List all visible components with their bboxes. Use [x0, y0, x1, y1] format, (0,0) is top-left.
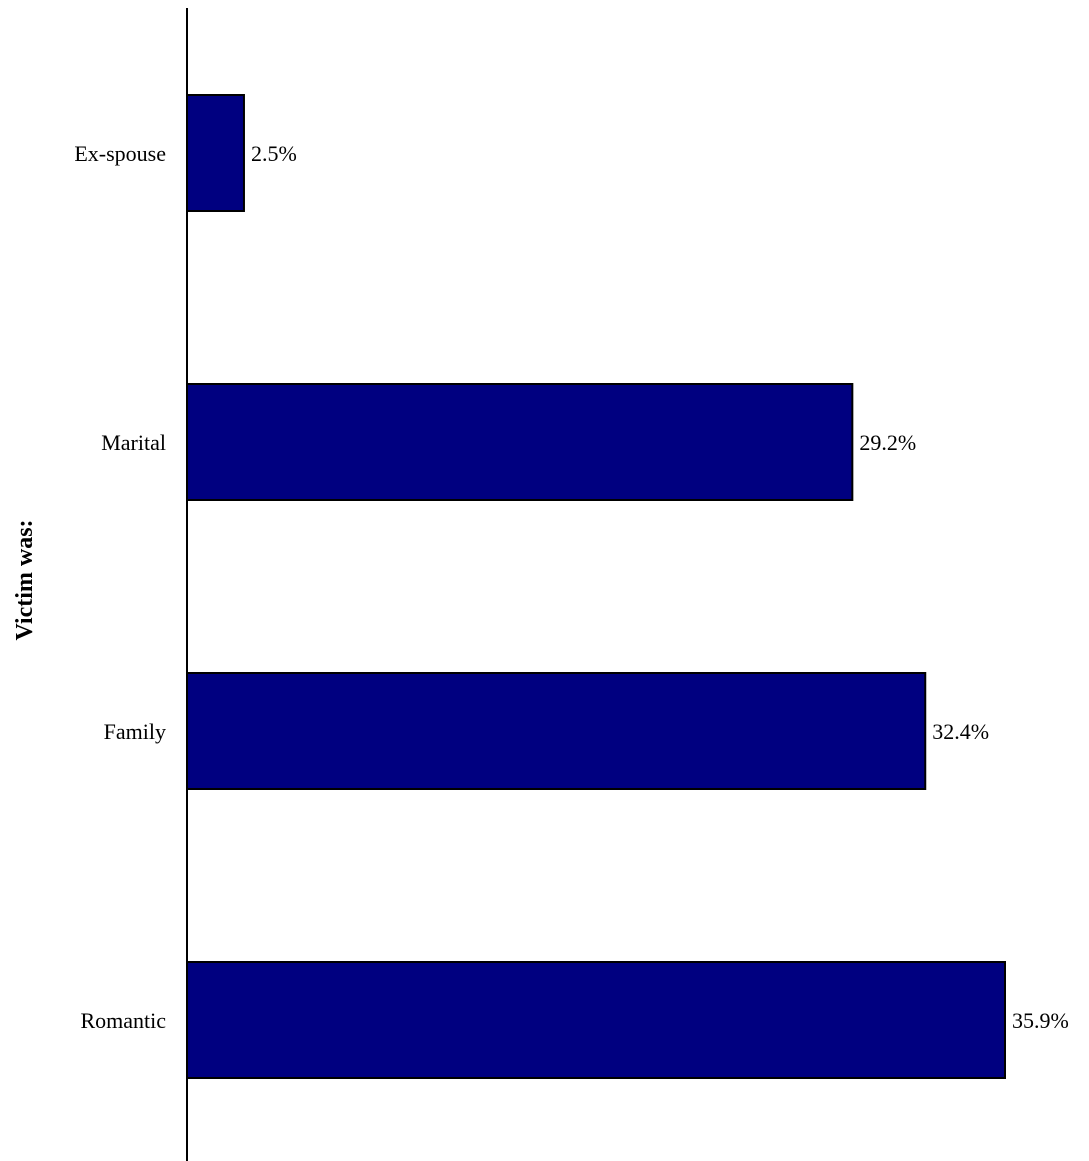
y-axis-title: Victim was:: [12, 519, 38, 640]
bar-romantic: [186, 961, 1006, 1079]
bars-group: Ex-spouse 2.5% Marital 29.2% Family 32.4% Roma…: [74, 94, 1069, 1079]
bar-family: [186, 672, 927, 790]
category-label: Family: [104, 719, 166, 744]
category-label: Romantic: [80, 1008, 166, 1033]
bar-ex-spouse: [186, 94, 245, 212]
value-label: 29.2%: [859, 430, 916, 455]
value-label: 2.5%: [251, 141, 297, 166]
category-label: Ex-spouse: [74, 141, 166, 166]
category-label: Marital: [101, 430, 166, 455]
value-label: 35.9%: [1012, 1008, 1069, 1033]
bar-marital: [186, 383, 854, 501]
value-label: 32.4%: [932, 719, 989, 744]
